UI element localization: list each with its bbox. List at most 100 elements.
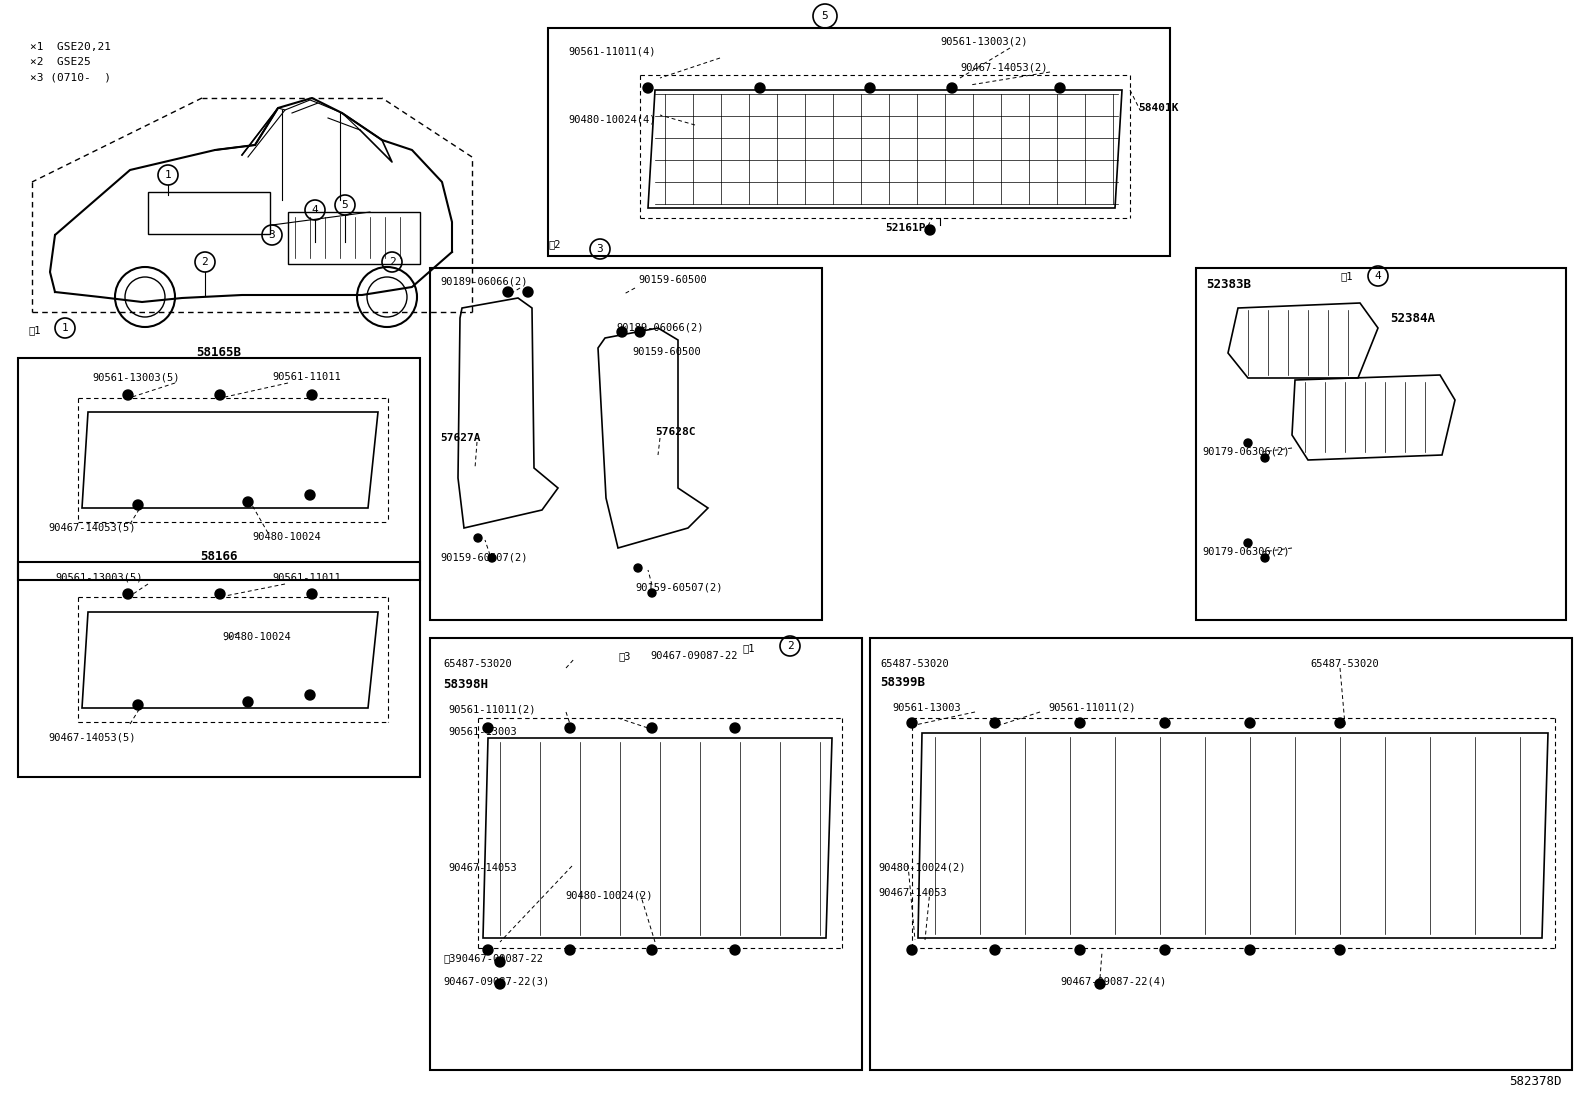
- Circle shape: [1336, 718, 1345, 728]
- Text: 58401K: 58401K: [1138, 103, 1178, 113]
- Text: 4: 4: [1374, 271, 1382, 281]
- Text: 90467-09087-22(3): 90467-09087-22(3): [443, 977, 549, 987]
- Text: 90179-06306(2): 90179-06306(2): [1202, 447, 1290, 457]
- Text: ×2  GSE25: ×2 GSE25: [30, 57, 91, 67]
- Text: 3: 3: [269, 230, 275, 240]
- Text: ※2: ※2: [548, 238, 560, 249]
- Text: 65487-53020: 65487-53020: [880, 659, 949, 669]
- Circle shape: [907, 718, 917, 728]
- Circle shape: [864, 84, 876, 93]
- Circle shape: [925, 225, 935, 235]
- Text: 90179-06306(2): 90179-06306(2): [1202, 547, 1290, 557]
- Text: 3: 3: [597, 244, 603, 254]
- Text: ※1: ※1: [29, 325, 40, 335]
- Text: 90189-06066(2): 90189-06066(2): [616, 323, 704, 333]
- Text: 5: 5: [342, 200, 349, 210]
- Circle shape: [1055, 84, 1065, 93]
- Circle shape: [1075, 945, 1086, 955]
- Circle shape: [307, 589, 317, 599]
- Circle shape: [524, 287, 533, 297]
- Text: 5: 5: [821, 11, 828, 21]
- Text: 52161P: 52161P: [885, 223, 925, 233]
- Text: 1: 1: [164, 170, 172, 180]
- Circle shape: [1243, 539, 1251, 547]
- Circle shape: [565, 723, 575, 733]
- Text: 58399B: 58399B: [880, 676, 925, 688]
- Text: ×1  GSE20,21: ×1 GSE20,21: [30, 42, 111, 52]
- Text: 90561-11011: 90561-11011: [272, 573, 341, 582]
- Text: 90561-13003(2): 90561-13003(2): [939, 37, 1027, 47]
- Circle shape: [565, 945, 575, 955]
- Text: 90159-60500: 90159-60500: [638, 275, 707, 285]
- Text: 90561-13003(5): 90561-13003(5): [56, 573, 143, 582]
- Circle shape: [489, 554, 497, 562]
- Circle shape: [134, 500, 143, 510]
- Circle shape: [1245, 718, 1254, 728]
- Text: 2: 2: [388, 257, 395, 267]
- Circle shape: [215, 390, 224, 400]
- Text: 90480-10024: 90480-10024: [252, 532, 320, 542]
- Text: 90467-14053(5): 90467-14053(5): [48, 733, 135, 743]
- Circle shape: [990, 718, 1000, 728]
- Circle shape: [643, 84, 653, 93]
- Text: 90480-10024: 90480-10024: [221, 632, 291, 642]
- Text: 90467-14053: 90467-14053: [879, 888, 947, 898]
- Circle shape: [1261, 454, 1269, 462]
- Text: ※1: ※1: [1340, 271, 1353, 281]
- Circle shape: [495, 979, 505, 989]
- Circle shape: [244, 497, 253, 507]
- Circle shape: [907, 945, 917, 955]
- Text: 90561-13003: 90561-13003: [892, 703, 960, 713]
- Text: 65487-53020: 65487-53020: [443, 659, 511, 669]
- Circle shape: [1075, 718, 1086, 728]
- Text: 57628C: 57628C: [654, 428, 696, 437]
- Circle shape: [1161, 945, 1170, 955]
- Circle shape: [1336, 945, 1345, 955]
- Circle shape: [306, 490, 315, 500]
- Circle shape: [495, 957, 505, 967]
- Circle shape: [482, 945, 494, 955]
- Circle shape: [503, 287, 513, 297]
- Circle shape: [1245, 945, 1254, 955]
- Circle shape: [646, 945, 657, 955]
- Text: 90561-11011(4): 90561-11011(4): [568, 47, 656, 57]
- Text: 65487-53020: 65487-53020: [1310, 659, 1379, 669]
- Circle shape: [755, 84, 766, 93]
- Text: 90467-14053(2): 90467-14053(2): [960, 63, 1048, 73]
- Text: 90561-13003(5): 90561-13003(5): [92, 371, 180, 382]
- Text: 90480-10024(2): 90480-10024(2): [565, 891, 653, 901]
- Text: 90467-09087-22(4): 90467-09087-22(4): [1060, 977, 1167, 987]
- Text: ※3: ※3: [618, 651, 630, 660]
- Circle shape: [731, 945, 740, 955]
- Text: ※390467-09087-22: ※390467-09087-22: [443, 953, 543, 963]
- Circle shape: [307, 390, 317, 400]
- Circle shape: [1095, 979, 1105, 989]
- Circle shape: [123, 390, 134, 400]
- Text: 90561-11011(2): 90561-11011(2): [447, 704, 535, 715]
- Circle shape: [123, 589, 134, 599]
- Text: 90467-14053: 90467-14053: [447, 863, 517, 873]
- Text: 57627A: 57627A: [439, 433, 481, 443]
- Text: 90467-14053(5): 90467-14053(5): [48, 523, 135, 533]
- Circle shape: [1261, 554, 1269, 562]
- Text: 2: 2: [202, 257, 209, 267]
- Circle shape: [306, 690, 315, 700]
- Text: 58165B: 58165B: [196, 346, 242, 359]
- Circle shape: [634, 564, 642, 571]
- Circle shape: [215, 589, 224, 599]
- Text: 90189-06066(2): 90189-06066(2): [439, 277, 527, 287]
- Text: 52383B: 52383B: [1207, 278, 1251, 291]
- Text: 90561-13003: 90561-13003: [447, 728, 517, 737]
- Text: 52384A: 52384A: [1390, 311, 1434, 324]
- Circle shape: [635, 328, 645, 337]
- Circle shape: [482, 723, 494, 733]
- Text: 90480-10024(4): 90480-10024(4): [568, 115, 656, 125]
- Text: ×3 (0710-  ): ×3 (0710- ): [30, 73, 111, 82]
- Text: 1: 1: [62, 323, 68, 333]
- Text: 90159-60507(2): 90159-60507(2): [635, 582, 723, 592]
- Circle shape: [244, 697, 253, 707]
- Circle shape: [618, 328, 627, 337]
- Circle shape: [1243, 439, 1251, 447]
- Circle shape: [134, 700, 143, 710]
- Text: 90480-10024(2): 90480-10024(2): [879, 863, 965, 873]
